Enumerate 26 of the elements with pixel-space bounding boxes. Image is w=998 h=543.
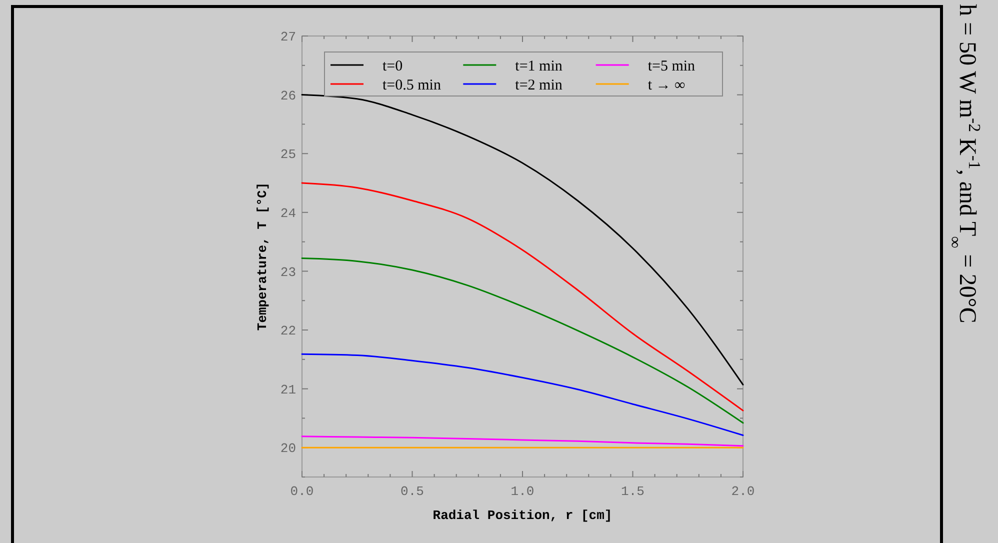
x-tick-label: 1.5 xyxy=(621,484,644,499)
line-series xyxy=(301,258,744,424)
x-tick-label: 1.0 xyxy=(510,484,534,499)
line-series xyxy=(301,353,744,436)
x-tick-label: 0.0 xyxy=(290,484,314,499)
y-tick-label: 26 xyxy=(280,88,296,104)
legend-label: t=1 min xyxy=(515,58,563,74)
y-tick-label: 23 xyxy=(280,264,296,280)
legend-label: t → ∞ xyxy=(648,77,686,94)
legend-label: t=5 min xyxy=(648,58,696,74)
legend-label: t=2 min xyxy=(515,77,563,94)
y-tick-label: 20 xyxy=(280,441,296,456)
y-tick-label: 22 xyxy=(280,324,296,339)
line-series xyxy=(301,436,744,447)
x-tick-label: 2.0 xyxy=(731,484,755,499)
legend-label: t=0 xyxy=(382,58,403,74)
y-axis-title: Temperature, T [°C] xyxy=(255,182,270,331)
y-tick-label: 21 xyxy=(280,382,296,398)
line-series xyxy=(301,94,744,386)
y-tick-label: 25 xyxy=(280,147,296,162)
x-tick-label: 0.5 xyxy=(400,484,424,499)
x-axis-title: Radial Position, r [cm] xyxy=(432,508,612,523)
y-tick-label: 27 xyxy=(280,30,296,45)
y-tick-label: 24 xyxy=(280,206,296,221)
line-series xyxy=(301,182,744,412)
legend-label: t=0.5 min xyxy=(382,77,442,94)
